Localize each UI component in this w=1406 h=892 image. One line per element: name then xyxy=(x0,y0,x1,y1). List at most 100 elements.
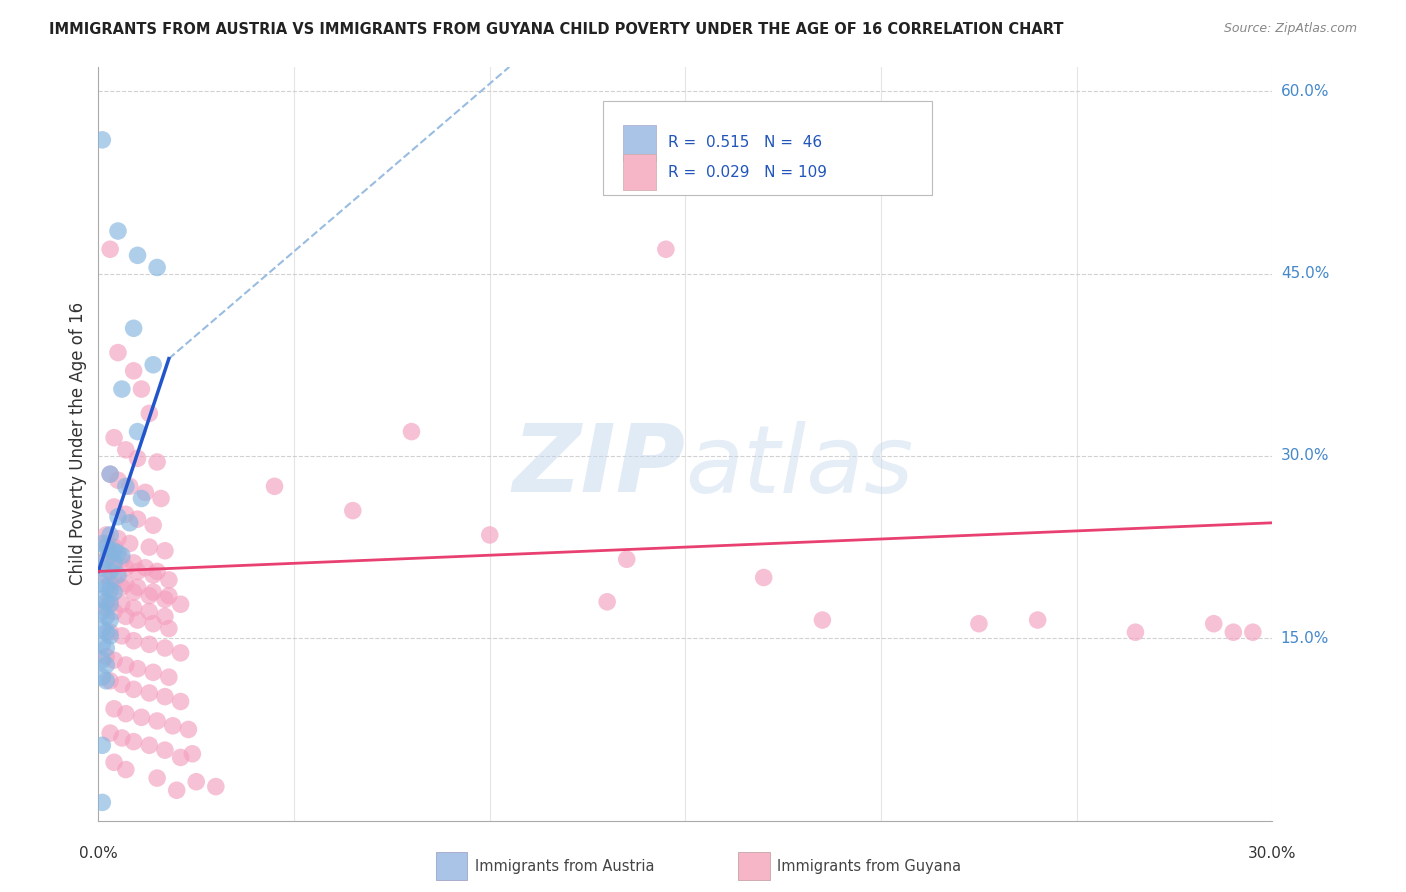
Point xyxy=(103,556,125,570)
Point xyxy=(122,321,145,335)
Point xyxy=(111,731,134,745)
Point xyxy=(111,382,134,396)
Point xyxy=(96,649,118,664)
Point xyxy=(131,710,153,724)
Point xyxy=(127,662,149,676)
Point xyxy=(153,543,176,558)
Point xyxy=(103,605,125,619)
Point xyxy=(153,592,176,607)
Point xyxy=(122,585,145,599)
Text: Source: ZipAtlas.com: Source: ZipAtlas.com xyxy=(1223,22,1357,36)
Point xyxy=(142,616,165,631)
Point xyxy=(114,576,136,591)
Text: 30.0%: 30.0% xyxy=(1249,846,1296,861)
Point xyxy=(127,248,149,262)
Point xyxy=(157,589,180,603)
Point xyxy=(98,528,121,542)
Point xyxy=(96,658,118,673)
Point xyxy=(114,763,136,777)
Point xyxy=(91,739,114,753)
Point xyxy=(401,425,423,439)
Point xyxy=(91,133,114,147)
Point xyxy=(111,552,134,566)
Point xyxy=(146,714,169,728)
Point xyxy=(98,565,121,579)
Point xyxy=(98,673,121,688)
Point xyxy=(1125,625,1147,640)
Point xyxy=(111,597,134,611)
Point xyxy=(111,580,134,594)
Point xyxy=(91,653,114,667)
Point xyxy=(122,682,145,697)
Point xyxy=(91,576,114,591)
Point xyxy=(114,442,136,457)
Point xyxy=(103,702,125,716)
Point xyxy=(103,556,125,570)
Point xyxy=(181,747,204,761)
Point xyxy=(142,665,165,680)
Point xyxy=(138,605,160,619)
Point xyxy=(138,686,160,700)
Point xyxy=(263,479,285,493)
Point xyxy=(111,549,134,563)
Point xyxy=(127,613,149,627)
Point xyxy=(478,528,501,542)
Point xyxy=(96,540,118,554)
Point xyxy=(96,568,118,582)
Point xyxy=(122,734,145,748)
Point xyxy=(122,364,145,378)
Point xyxy=(114,706,136,721)
Point xyxy=(103,573,125,587)
Point xyxy=(96,595,118,609)
Text: 15.0%: 15.0% xyxy=(1281,631,1329,646)
Point xyxy=(177,723,200,737)
Text: atlas: atlas xyxy=(686,421,914,512)
Point xyxy=(131,382,153,396)
Y-axis label: Child Poverty Under the Age of 16: Child Poverty Under the Age of 16 xyxy=(69,302,87,585)
Point xyxy=(98,629,121,643)
Point xyxy=(114,508,136,522)
Point xyxy=(138,540,160,554)
Point xyxy=(127,512,149,526)
Point xyxy=(138,406,160,420)
Point xyxy=(153,743,176,757)
Point xyxy=(111,677,134,691)
Point xyxy=(122,600,145,615)
Point xyxy=(98,576,121,591)
Point xyxy=(655,242,678,256)
Point xyxy=(98,242,121,256)
Point xyxy=(98,592,121,607)
Point xyxy=(131,491,153,506)
Point xyxy=(186,774,208,789)
Point xyxy=(1202,616,1225,631)
Point xyxy=(91,561,114,575)
Point xyxy=(146,565,169,579)
Point xyxy=(98,582,121,597)
Point xyxy=(752,570,775,584)
Point xyxy=(96,536,118,550)
Point xyxy=(122,633,145,648)
Point xyxy=(142,568,165,582)
Bar xyxy=(436,853,467,880)
Point xyxy=(107,473,129,487)
Point xyxy=(127,580,149,594)
Text: R =  0.515   N =  46: R = 0.515 N = 46 xyxy=(668,136,823,150)
Text: Immigrants from Guyana: Immigrants from Guyana xyxy=(778,859,960,873)
Point xyxy=(98,613,121,627)
Point xyxy=(107,224,129,238)
Text: R =  0.029   N = 109: R = 0.029 N = 109 xyxy=(668,165,827,179)
Point xyxy=(122,556,145,570)
Point xyxy=(153,690,176,704)
Point xyxy=(91,592,114,607)
Point xyxy=(96,552,118,566)
Point xyxy=(166,783,188,797)
Point xyxy=(107,546,129,560)
Point xyxy=(1241,625,1264,640)
Point xyxy=(103,500,125,514)
Point xyxy=(111,629,134,643)
Point xyxy=(153,609,176,624)
Point xyxy=(96,609,118,624)
Point xyxy=(146,455,169,469)
Point xyxy=(107,509,129,524)
Point xyxy=(146,260,169,275)
